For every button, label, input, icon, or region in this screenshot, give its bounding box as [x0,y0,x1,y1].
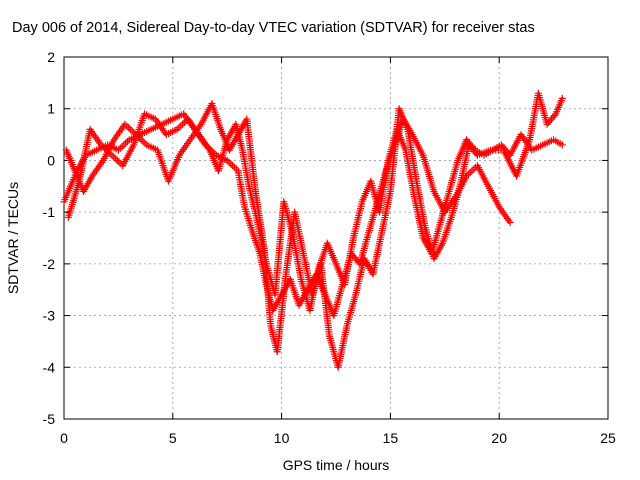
y-tick-label: -2 [43,256,56,272]
data-point [470,144,478,152]
plot-border [63,56,609,420]
x-tick-label: 15 [383,430,399,446]
plot-frame [63,56,609,420]
x-tick-label: 0 [60,430,68,446]
y-tick-label: 0 [47,152,55,168]
y-axis-label: SDTVAR / TECUs [5,182,21,294]
x-tick-label: 5 [169,430,177,446]
y-tick-label: -4 [43,359,56,375]
y-tick-label: -5 [43,411,56,427]
data-points [60,89,566,371]
y-tick-label: -1 [43,204,56,220]
data-point [506,218,514,226]
x-tick-label: 25 [600,430,616,446]
data-point [558,94,566,102]
chart-title: Day 006 of 2014, Sidereal Day-to-day VTE… [12,20,535,36]
y-tick-label: -3 [43,308,56,324]
y-tick-label: 1 [47,101,55,117]
x-axis-ticks: 0 5 10 15 20 25 [60,57,616,446]
y-axis-ticks: -5 -4 -3 -2 -1 0 1 2 [43,49,608,427]
x-tick-label: 10 [274,430,290,446]
data-point [550,112,558,120]
y-tick-label: 2 [47,49,55,65]
x-tick-label: 20 [491,430,507,446]
x-axis-label: GPS time / hours [283,457,390,473]
data-point [558,141,566,149]
